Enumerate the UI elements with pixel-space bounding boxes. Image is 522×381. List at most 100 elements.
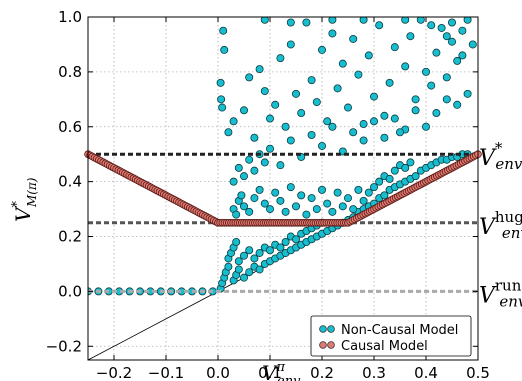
- non-causal-point-145: [421, 122, 430, 131]
- non-causal-point-178: [349, 34, 358, 43]
- non-causal-point-185: [385, 78, 394, 87]
- non-causal-point-119: [390, 166, 399, 175]
- x-axis-label: Vπenv: [262, 360, 301, 381]
- x-tick-label-7: 0.5: [466, 364, 490, 381]
- legend-marker-1-a: [319, 341, 327, 349]
- x-tick-label-4: 0.2: [310, 364, 334, 381]
- x-tick-label-5: 0.3: [362, 364, 386, 381]
- legend-marker-0-b: [327, 325, 335, 333]
- non-causal-point-150: [216, 78, 225, 87]
- non-causal-point-121: [401, 163, 410, 172]
- non-causal-point-132: [286, 136, 295, 145]
- non-causal-point-75: [265, 246, 274, 255]
- non-causal-point-162: [265, 114, 274, 123]
- non-causal-point-170: [307, 76, 316, 85]
- non-causal-point-87: [232, 210, 241, 219]
- non-causal-point-166: [286, 40, 295, 49]
- non-causal-point-158: [245, 73, 254, 82]
- non-causal-point-116: [375, 177, 384, 186]
- non-causal-point-194: [432, 48, 441, 57]
- non-causal-point-78: [281, 238, 290, 247]
- x-tick-label-0: −0.2: [96, 364, 132, 381]
- legend-marker-1-b: [327, 341, 335, 349]
- non-causal-point-147: [442, 95, 451, 104]
- non-causal-point-70: [239, 251, 248, 260]
- non-causal-point-100: [291, 202, 300, 211]
- x-tick-label-2: 0.0: [206, 364, 230, 381]
- non-causal-point-182: [369, 92, 378, 101]
- y-tick-label-3: 0.4: [58, 173, 82, 191]
- non-causal-point-163: [271, 100, 280, 109]
- non-causal-point-148: [453, 100, 462, 109]
- non-causal-point-203: [458, 51, 467, 60]
- non-causal-point-110: [343, 194, 352, 203]
- non-causal-point-109: [338, 202, 347, 211]
- non-causal-point-91: [245, 207, 254, 216]
- non-causal-point-169: [302, 18, 311, 27]
- non-causal-point-99: [286, 183, 295, 192]
- non-causal-point-209: [286, 18, 295, 27]
- non-causal-point-102: [302, 210, 311, 219]
- reference-label-1: Vhugenv: [479, 208, 522, 242]
- non-causal-point-183: [375, 21, 384, 30]
- non-causal-point-159: [250, 133, 259, 142]
- non-causal-point-135: [317, 141, 326, 150]
- non-causal-point-139: [359, 136, 368, 145]
- reference-label-0: V* env: [479, 139, 522, 173]
- axes-frame: [87, 16, 479, 361]
- non-causal-point-125: [239, 172, 248, 181]
- non-causal-point-115: [369, 183, 378, 192]
- non-causal-point-72: [250, 254, 259, 263]
- legend-label-0: Non-Causal Model: [341, 323, 458, 338]
- non-causal-point-134: [307, 130, 316, 139]
- y-axis-label: V*M(π): [10, 177, 39, 222]
- non-causal-point-186: [390, 43, 399, 52]
- non-causal-point-71: [245, 246, 254, 255]
- x-tick-label-3: 0.1: [258, 364, 282, 381]
- non-causal-point-113: [359, 196, 368, 205]
- non-causal-point-77: [276, 243, 285, 252]
- non-causal-point-173: [323, 117, 332, 126]
- non-causal-point-144: [411, 106, 420, 115]
- non-causal-point-204: [442, 32, 451, 41]
- non-causal-point-152: [218, 103, 227, 112]
- non-causal-point-154: [220, 45, 229, 54]
- non-causal-point-90: [239, 202, 248, 211]
- non-causal-point-180: [359, 120, 368, 129]
- non-causal-point-22: [245, 268, 254, 277]
- non-causal-point-73: [255, 248, 264, 257]
- non-causal-point-54: [411, 172, 420, 181]
- non-causal-point-131: [276, 161, 285, 170]
- non-causal-point-177: [343, 103, 352, 112]
- non-causal-point-98: [281, 207, 290, 216]
- y-tick-label-4: 0.6: [58, 118, 82, 136]
- y-tick-label-5: 0.8: [58, 63, 82, 81]
- non-causal-point-188: [401, 62, 410, 71]
- non-causal-point-176: [338, 59, 347, 68]
- x-tick-label-1: −0.1: [148, 364, 184, 381]
- non-causal-point-153: [219, 26, 228, 35]
- non-causal-point-103: [307, 194, 316, 203]
- non-causal-point-140: [369, 117, 378, 126]
- non-causal-point-200: [463, 17, 472, 24]
- non-causal-point-189: [406, 32, 415, 41]
- non-causal-point-196: [442, 73, 451, 82]
- non-causal-point-197: [447, 37, 456, 46]
- non-causal-point-184: [380, 111, 389, 120]
- non-causal-point-130: [265, 144, 274, 153]
- non-causal-point-106: [323, 199, 332, 208]
- non-causal-point-206: [401, 17, 410, 24]
- non-causal-point-187: [395, 128, 404, 137]
- non-causal-point-127: [250, 166, 259, 175]
- non-causal-point-112: [354, 185, 363, 194]
- non-causal-point-202: [447, 18, 456, 27]
- y-tick-label-0: −0.2: [46, 337, 82, 355]
- y-tick-label-6: 1.0: [58, 8, 82, 26]
- legend-marker-0-a: [319, 325, 327, 333]
- non-causal-point-191: [416, 17, 425, 24]
- plot-area: [84, 17, 482, 360]
- non-causal-point-129: [260, 158, 269, 167]
- non-causal-point-146: [432, 109, 441, 118]
- non-causal-point-20: [234, 265, 243, 274]
- non-causal-point-198: [453, 56, 462, 65]
